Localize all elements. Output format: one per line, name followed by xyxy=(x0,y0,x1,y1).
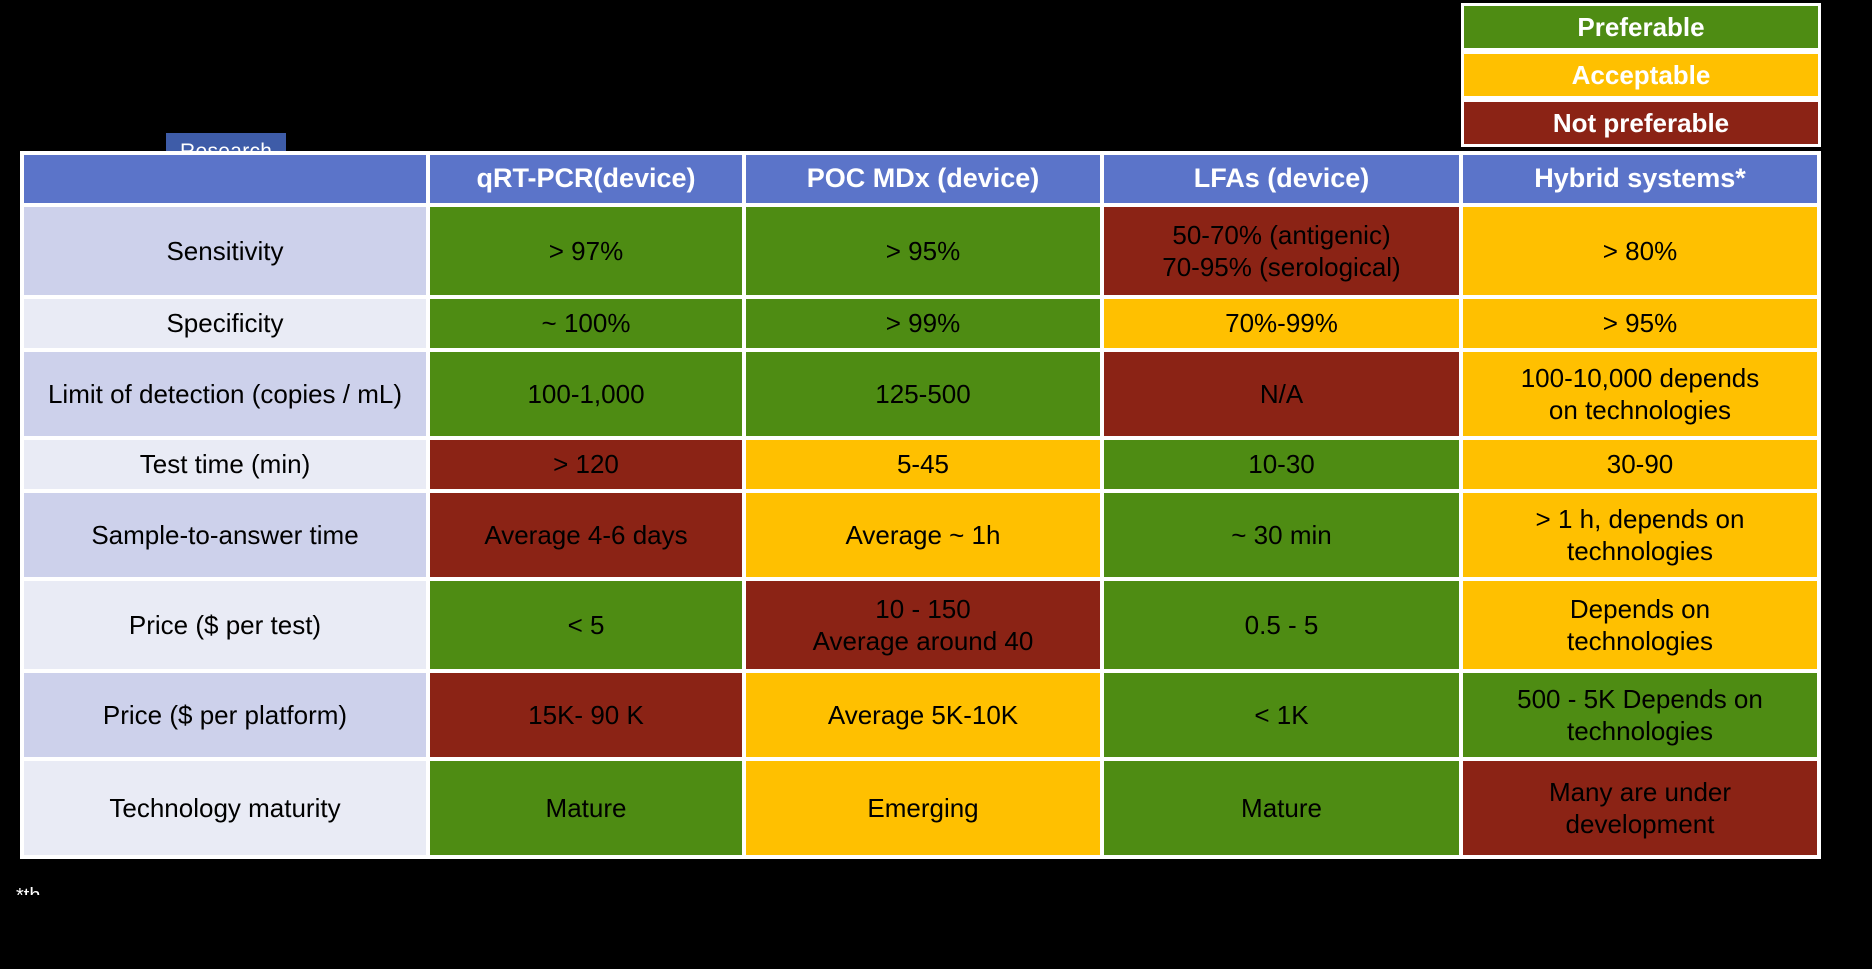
value-cell-preferable: 100-1,000 xyxy=(426,348,746,440)
value-cell-preferable: ~ 30 min xyxy=(1100,489,1463,581)
table-row: Technology maturity Mature Emerging Mature M… xyxy=(20,757,1821,859)
value-cell-preferable: Mature xyxy=(1100,757,1463,859)
value-cell-preferable: < 1K xyxy=(1100,669,1463,761)
table-row: Sample-to-answer time Average 4-6 days Ave… xyxy=(20,489,1821,581)
value-cell-preferable: < 5 xyxy=(426,577,746,673)
table-row: Limit of detection (copies / mL) 100-1,00… xyxy=(20,348,1821,440)
value-cell-not_preferable: Many are under development xyxy=(1459,757,1821,859)
table-row: Test time (min) > 120 5-45 10-30 30-90 xyxy=(20,436,1821,493)
table-row: Price ($ per test) < 5 10 - 150 Average ar… xyxy=(20,577,1821,673)
value-cell-acceptable: 100-10,000 depends on technologies xyxy=(1459,348,1821,440)
legend-item-preferable: Preferable xyxy=(1461,3,1821,51)
value-cell-preferable: > 99% xyxy=(742,295,1104,352)
value-cell-preferable: 125-500 xyxy=(742,348,1104,440)
value-cell-not_preferable: Average 4-6 days xyxy=(426,489,746,581)
row-label: Test time (min) xyxy=(20,436,430,493)
value-cell-preferable: > 95% xyxy=(742,203,1104,299)
value-cell-preferable: 0.5 - 5 xyxy=(1100,577,1463,673)
value-cell-not_preferable: 15K- 90 K xyxy=(426,669,746,761)
col-header-lfas: LFAs (device) xyxy=(1100,151,1463,207)
value-cell-not_preferable: 50-70% (antigenic) 70-95% (serological) xyxy=(1100,203,1463,299)
clipped-footnote-fragment: *th xyxy=(16,886,46,895)
value-cell-acceptable: 5-45 xyxy=(742,436,1104,493)
comparison-table: qRT-PCR(device) POC MDx (device) LFAs (d… xyxy=(20,151,1821,859)
value-cell-acceptable: > 95% xyxy=(1459,295,1821,352)
row-label: Sample-to-answer time xyxy=(20,489,430,581)
table-row: Price ($ per platform) 15K- 90 K Average 5… xyxy=(20,669,1821,761)
row-label: Price ($ per platform) xyxy=(20,669,430,761)
row-label: Specificity xyxy=(20,295,430,352)
value-cell-acceptable: > 1 h, depends on technologies xyxy=(1459,489,1821,581)
row-label: Price ($ per test) xyxy=(20,577,430,673)
col-header-qrt-pcr: qRT-PCR(device) xyxy=(426,151,746,207)
value-cell-acceptable: Emerging xyxy=(742,757,1104,859)
table-body: Sensitivity > 97% > 95% 50-70% (antigenic) … xyxy=(20,203,1821,859)
row-label: Sensitivity xyxy=(20,203,430,299)
value-cell-not_preferable: > 120 xyxy=(426,436,746,493)
value-cell-acceptable: Depends on technologies xyxy=(1459,577,1821,673)
corner-cell xyxy=(20,151,430,207)
col-header-poc-mdx: POC MDx (device) xyxy=(742,151,1104,207)
value-cell-acceptable: 30-90 xyxy=(1459,436,1821,493)
value-cell-not_preferable: 10 - 150 Average around 40 xyxy=(742,577,1104,673)
legend: Preferable Acceptable Not preferable xyxy=(1461,3,1821,147)
value-cell-acceptable: Average 5K-10K xyxy=(742,669,1104,761)
value-cell-preferable: Mature xyxy=(426,757,746,859)
value-cell-preferable: > 97% xyxy=(426,203,746,299)
value-cell-acceptable: > 80% xyxy=(1459,203,1821,299)
col-header-hybrid: Hybrid systems* xyxy=(1459,151,1821,207)
legend-item-acceptable: Acceptable xyxy=(1461,51,1821,99)
value-cell-preferable: ~ 100% xyxy=(426,295,746,352)
header-row: qRT-PCR(device) POC MDx (device) LFAs (d… xyxy=(20,151,1821,207)
value-cell-acceptable: 70%-99% xyxy=(1100,295,1463,352)
row-label: Technology maturity xyxy=(20,757,430,859)
legend-item-not-preferable: Not preferable xyxy=(1461,99,1821,147)
value-cell-acceptable: Average ~ 1h xyxy=(742,489,1104,581)
value-cell-preferable: 10-30 xyxy=(1100,436,1463,493)
table-row: Specificity ~ 100% > 99% 70%-99% > 95% xyxy=(20,295,1821,352)
table-row: Sensitivity > 97% > 95% 50-70% (antigenic) … xyxy=(20,203,1821,299)
row-label: Limit of detection (copies / mL) xyxy=(20,348,430,440)
value-cell-preferable: 500 - 5K Depends on technologies xyxy=(1459,669,1821,761)
value-cell-not_preferable: N/A xyxy=(1100,348,1463,440)
